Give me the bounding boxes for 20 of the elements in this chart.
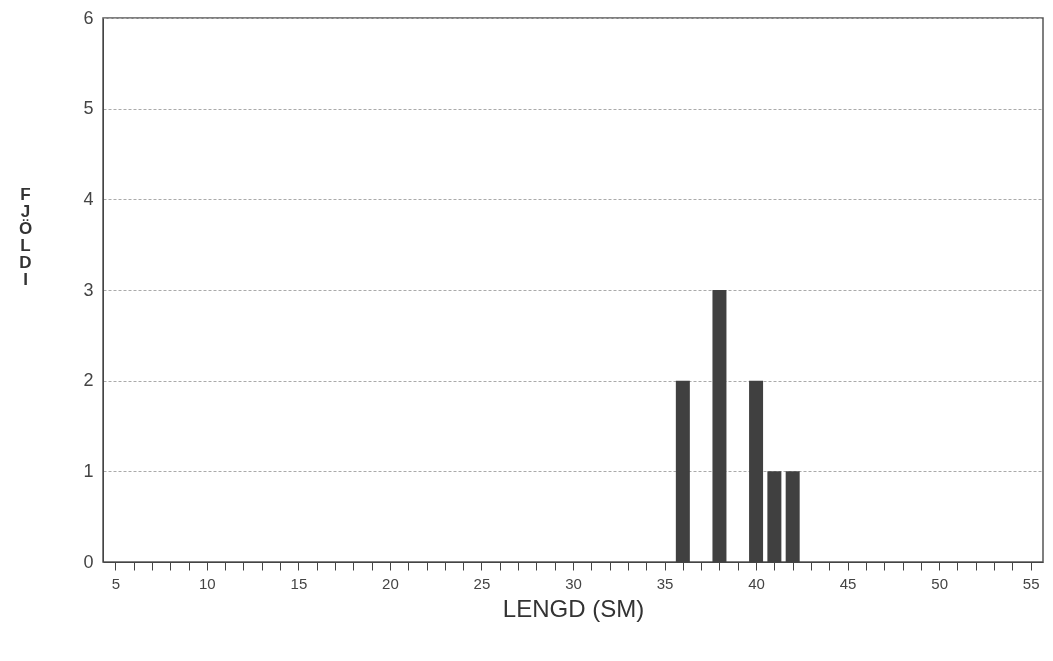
y-tick-label: 5: [83, 98, 94, 119]
x-tick-label: 45: [839, 574, 857, 592]
y-axis-title: FJÖLDI: [18, 184, 33, 289]
x-tick-label: 35: [656, 574, 674, 592]
x-tick-label: 10: [199, 574, 216, 592]
y-tick-label: 3: [83, 279, 94, 300]
y-tick-label: 4: [83, 188, 94, 209]
x-tick-label: 20: [382, 574, 399, 592]
x-tick-label: 40: [748, 574, 765, 592]
x-tick-label: 55: [1022, 574, 1040, 592]
x-tick-label: 30: [565, 574, 582, 592]
y-tick-label: 2: [83, 370, 94, 391]
x-tick-label: 25: [473, 574, 491, 592]
y-tick-label: 1: [83, 460, 94, 481]
x-tick-label: 15: [290, 574, 308, 592]
x-tick-label: 50: [931, 574, 948, 592]
x-tick-label: 5: [111, 574, 120, 592]
y-tick-label: 6: [83, 7, 94, 28]
x-axis-title: LENGD (SM): [502, 594, 645, 622]
y-tick-label: 0: [83, 551, 94, 572]
